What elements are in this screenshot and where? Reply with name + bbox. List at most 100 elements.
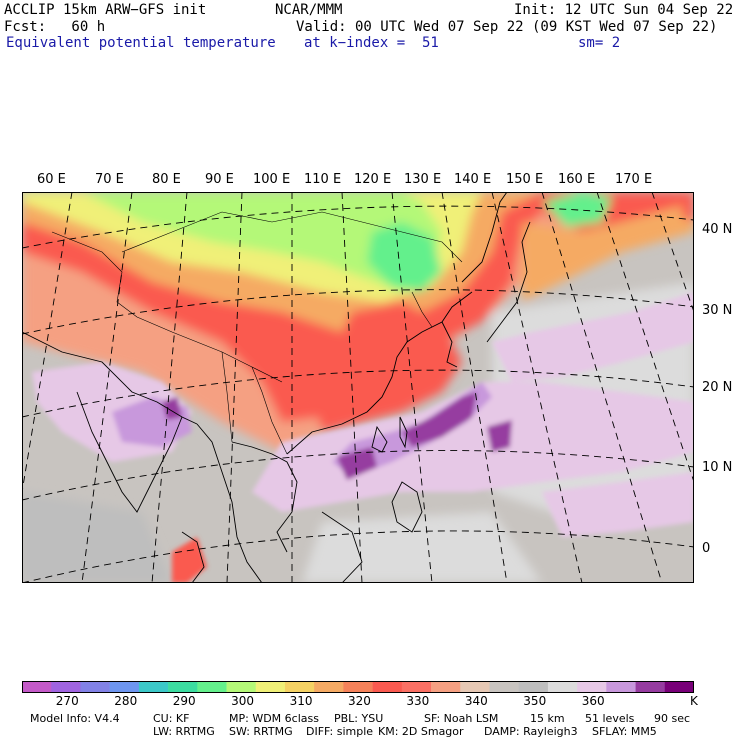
footer-sf: SF: Noah LSM [424, 712, 499, 725]
border [121, 211, 463, 263]
dark-purple-region [487, 420, 512, 452]
red-region [312, 302, 462, 432]
colorbar-tick-label: 300 [231, 694, 254, 708]
dark-purple-region [402, 392, 477, 447]
smoothing-label: sm= 2 [578, 35, 621, 51]
meridian [81, 192, 133, 583]
lon-label: 90 E [205, 172, 234, 187]
colorbar-swatch [635, 681, 666, 693]
lavender-region [492, 292, 694, 382]
orange-region [522, 202, 694, 302]
coastline [321, 511, 363, 583]
parallel-40n [22, 205, 694, 249]
lavender-region [542, 472, 694, 537]
border [221, 351, 233, 443]
meridian [441, 192, 508, 583]
meridian [391, 192, 433, 583]
lat-label: 10 N [702, 460, 733, 475]
colorbar-swatch [401, 681, 432, 693]
colorbar [22, 681, 694, 693]
parallel-equator [22, 530, 694, 583]
colorbar-swatch [489, 681, 519, 693]
footer-cu: CU: KF [153, 712, 190, 725]
border [251, 366, 288, 455]
lat-label: 30 N [702, 303, 733, 318]
lat-label: 20 N [702, 380, 733, 395]
coastline [391, 481, 423, 533]
light-gray-region [302, 512, 542, 583]
colorbar-swatch [547, 681, 578, 693]
colorbar-swatch [664, 681, 694, 693]
lightgreen-region [82, 192, 442, 292]
colorbar-swatch [168, 681, 198, 693]
equivalent-potential-temperature-map [22, 192, 694, 583]
colorbar-swatch [314, 681, 344, 693]
colorbar-swatch [577, 681, 607, 693]
colorbar-swatch [51, 681, 81, 693]
meridian [491, 192, 583, 583]
footer-model-info: Model Info: V4.4 [30, 712, 120, 725]
org-label: NCAR/MMM [275, 2, 343, 18]
colorbar-swatch [518, 681, 549, 693]
colorbar-swatch [197, 681, 227, 693]
coastlines [22, 192, 531, 583]
colorbar-tick-label: 330 [406, 694, 430, 708]
forecast-hour: Fcst: 60 h [4, 19, 106, 35]
footer-timestep: 90 sec [654, 712, 691, 725]
footer-sflay: SFLAY: MM5 [592, 725, 657, 738]
coastline [441, 321, 458, 368]
field-name: Equivalent potential temperature [6, 35, 276, 51]
colorbar-tick-label: 310 [289, 694, 313, 708]
lon-label: 60 E [37, 172, 66, 187]
footer-lw: LW: RRTMG [153, 725, 215, 738]
footer-km: KM: 2D Smagor [378, 725, 464, 738]
colorbar-swatch [80, 681, 110, 693]
colorbar-frame [22, 681, 694, 693]
colorbar-tick-label: 280 [114, 694, 138, 708]
colorbar-swatch [255, 681, 286, 693]
parallel-30n [22, 289, 694, 335]
colorbar-swatch [431, 681, 461, 693]
lon-label: 150 E [506, 172, 544, 187]
footer-damp: DAMP: Rayleigh3 [484, 725, 578, 738]
lon-label: 160 E [558, 172, 596, 187]
lon-label: 70 E [95, 172, 124, 187]
colorbar-swatch [343, 681, 373, 693]
lat-label: 0 [702, 541, 711, 556]
border [51, 231, 283, 383]
meridian [541, 192, 663, 583]
colorbar-tick-label: 360 [581, 694, 605, 708]
colorbar-swatch [606, 681, 636, 693]
colorbar-swatch [138, 681, 169, 693]
coastline [181, 531, 205, 583]
coastline [286, 291, 473, 455]
meridian [151, 192, 188, 583]
valid-time: Valid: 00 UTC Wed 07 Sep 22 (09 KST Wed … [296, 19, 718, 35]
coastline [399, 416, 408, 449]
colorbar-swatch [284, 681, 315, 693]
colorbar-swatch [22, 681, 52, 693]
footer-mp: MP: WDM 6class [229, 712, 319, 725]
colorbar-swatch [372, 681, 403, 693]
level-label: at k−index = 51 [304, 35, 439, 51]
colorbar-swatch [226, 681, 257, 693]
meridian [651, 192, 694, 313]
map-frame [22, 192, 694, 583]
colorbar-tick-label: 320 [348, 694, 371, 708]
coastline [461, 192, 508, 283]
lon-label: 110 E [304, 172, 342, 187]
green-region [367, 222, 442, 292]
lat-label: 40 N [702, 222, 733, 237]
lon-label: 130 E [404, 172, 442, 187]
colorbar-tick-label: 340 [464, 694, 488, 708]
footer-levels: 51 levels [585, 712, 635, 725]
red-region [682, 197, 694, 222]
parallel-10n [22, 450, 694, 501]
lon-label: 100 E [253, 172, 291, 187]
colorbar-swatch [109, 681, 140, 693]
colorbar-tick-label: 350 [523, 694, 547, 708]
footer-sw: SW: RRTMG [229, 725, 293, 738]
country-borders [51, 211, 463, 455]
meridian [341, 192, 363, 583]
meridian [22, 192, 73, 493]
